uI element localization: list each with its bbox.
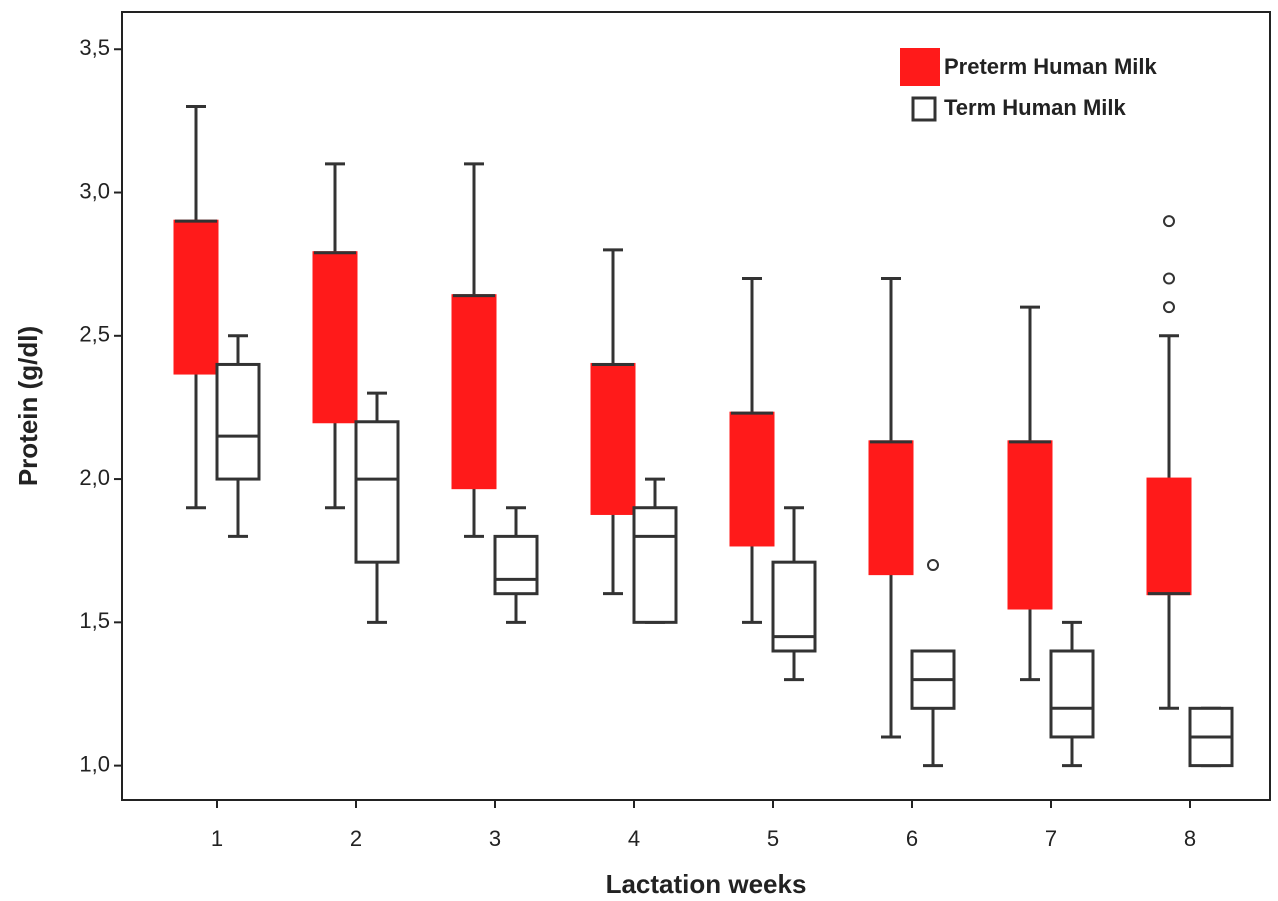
x-tick-label: 4 bbox=[628, 826, 640, 851]
x-tick-label: 6 bbox=[906, 826, 918, 851]
y-tick-label: 3,0 bbox=[79, 178, 110, 203]
outlier bbox=[1163, 272, 1175, 285]
legend-swatch bbox=[900, 48, 940, 86]
box bbox=[493, 534, 539, 596]
box bbox=[173, 219, 219, 375]
outlier bbox=[1163, 301, 1175, 314]
plot-frame bbox=[121, 11, 1271, 801]
box bbox=[215, 362, 261, 481]
outlier bbox=[927, 559, 939, 572]
box bbox=[590, 362, 636, 515]
y-tick-label: 2,0 bbox=[79, 465, 110, 490]
outlier bbox=[1163, 215, 1175, 228]
box bbox=[1007, 440, 1053, 610]
legend-label: Term Human Milk bbox=[944, 95, 1127, 120]
x-tick-label: 8 bbox=[1184, 826, 1196, 851]
x-tick-label: 7 bbox=[1045, 826, 1057, 851]
box bbox=[868, 440, 914, 576]
box bbox=[632, 506, 678, 624]
legend-swatch bbox=[911, 96, 937, 122]
y-axis-title: Protein (g/dl) bbox=[13, 326, 43, 486]
box bbox=[1049, 649, 1095, 739]
y-tick-label: 2,5 bbox=[79, 322, 110, 347]
legend-label: Preterm Human Milk bbox=[944, 54, 1157, 79]
x-tick-label: 1 bbox=[211, 826, 223, 851]
y-tick-label: 3,5 bbox=[79, 35, 110, 60]
x-tick-label: 5 bbox=[767, 826, 779, 851]
x-tick-label: 2 bbox=[350, 826, 362, 851]
y-tick-label: 1,5 bbox=[79, 608, 110, 633]
box bbox=[312, 251, 358, 424]
box bbox=[354, 420, 400, 564]
box bbox=[1146, 477, 1192, 596]
x-axis-title: Lactation weeks bbox=[606, 869, 807, 899]
box bbox=[729, 411, 775, 547]
box bbox=[451, 294, 497, 490]
x-tick-label: 3 bbox=[489, 826, 501, 851]
y-tick-label: 1,0 bbox=[79, 751, 110, 776]
